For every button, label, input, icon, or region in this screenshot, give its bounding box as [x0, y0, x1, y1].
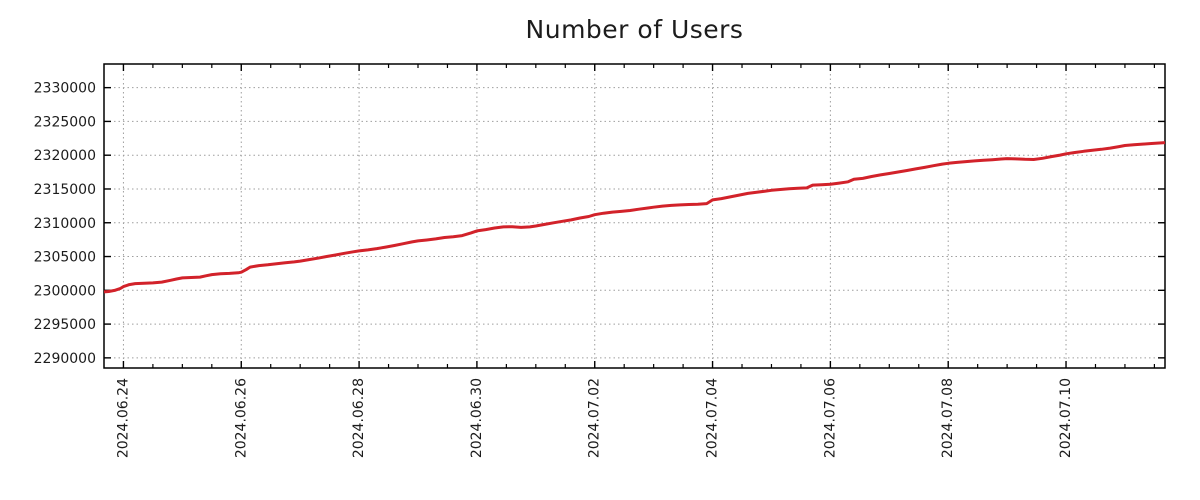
- y-axis-tick-label: 2325000: [34, 114, 96, 130]
- y-axis-tick-label: 2290000: [34, 351, 96, 367]
- y-axis-tick-label: 2315000: [34, 182, 96, 198]
- y-axis-tick-label: 2330000: [34, 81, 96, 97]
- x-axis-tick-label: 2024.06.26: [233, 378, 249, 458]
- users-series-line: [103, 141, 1166, 294]
- y-axis-tick-label: 2320000: [34, 148, 96, 164]
- y-axis-tick-label: 2305000: [34, 250, 96, 266]
- y-axis-tick-label: 2300000: [34, 283, 96, 299]
- x-axis-tick-label: 2024.06.24: [115, 378, 131, 458]
- y-axis-tick-label: 2310000: [34, 216, 96, 232]
- x-axis-tick-label: 2024.07.10: [1058, 378, 1074, 458]
- x-axis-tick-label: 2024.07.02: [587, 378, 603, 458]
- x-axis-tick-label: 2024.07.04: [705, 378, 721, 458]
- x-axis-tick-label: 2024.06.30: [469, 378, 485, 458]
- x-axis-tick-label: 2024.07.06: [822, 378, 838, 458]
- chart-title: Number of Users: [525, 15, 744, 44]
- y-axis-tick-label: 2295000: [34, 317, 96, 333]
- x-axis-tick-label: 2024.07.08: [940, 378, 956, 458]
- plot-border: [103, 63, 1166, 369]
- x-axis-tick-label: 2024.06.28: [351, 378, 367, 458]
